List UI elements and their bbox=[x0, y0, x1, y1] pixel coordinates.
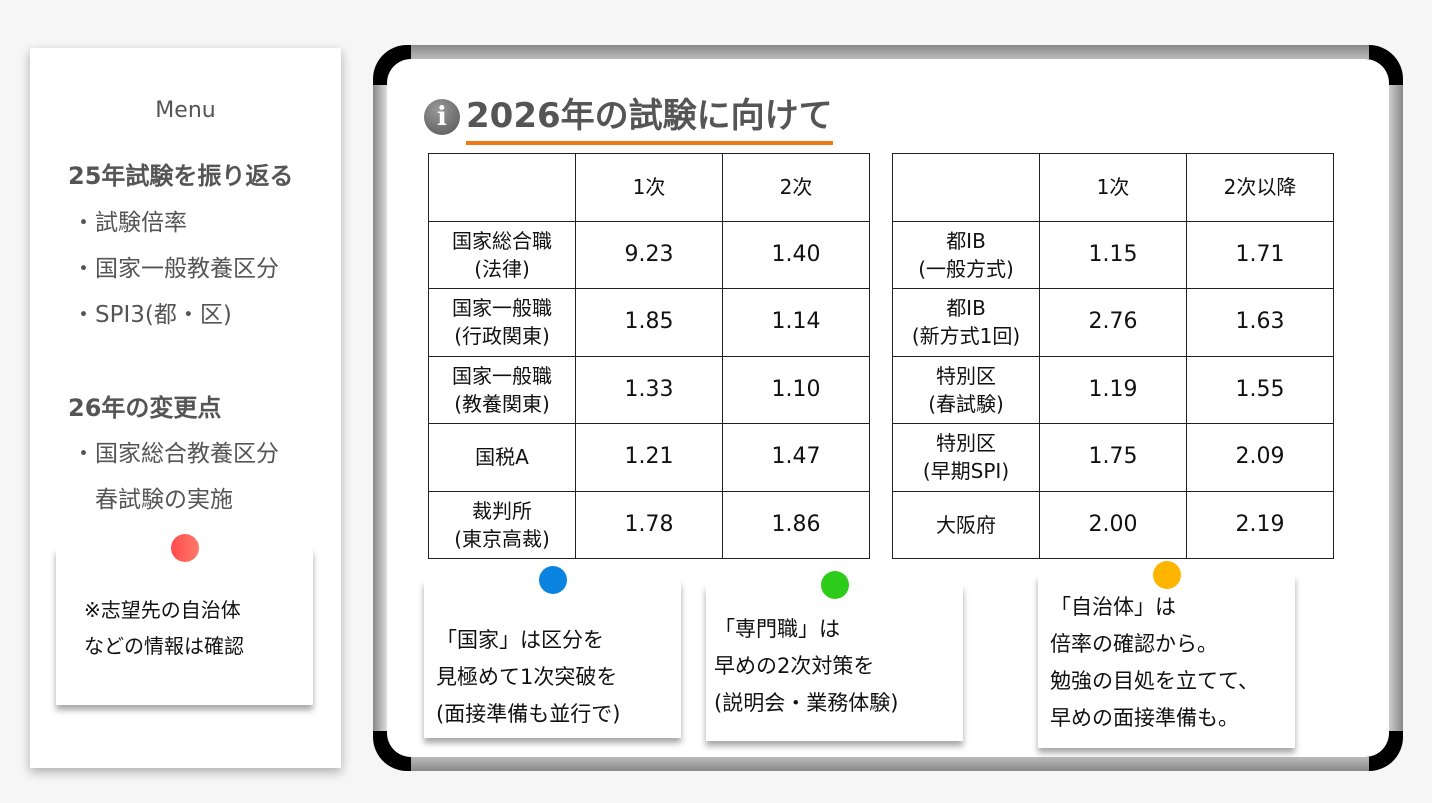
pin-icon bbox=[538, 566, 567, 594]
column-header: 2次 bbox=[722, 153, 870, 222]
note-line: 「自治体」は bbox=[1050, 595, 1176, 619]
note-line: 「専門職」は bbox=[714, 617, 840, 641]
note-line: 勉強の目処を立てて、 bbox=[1050, 669, 1259, 693]
column-header: 2次以降 bbox=[1186, 153, 1334, 222]
row-name: 都IB (一般方式) bbox=[892, 220, 1040, 289]
menu-item[interactable]: ・国家一般教養区分 bbox=[72, 256, 279, 282]
menu-item[interactable]: ・国家総合教養区分 bbox=[72, 441, 279, 467]
ratio-cell: 1.78 bbox=[575, 490, 723, 559]
column-header: 1次 bbox=[575, 153, 723, 222]
column-header: 1次 bbox=[1039, 153, 1187, 222]
page-title: i 2026年の試験に向けて bbox=[424, 88, 833, 145]
ratio-cell: 1.47 bbox=[722, 423, 870, 492]
ratio-cell: 1.10 bbox=[722, 355, 870, 424]
note-line: 早めの面接準備も。 bbox=[1050, 706, 1239, 730]
ratio-cell: 2.19 bbox=[1186, 490, 1334, 559]
section-title-changes[interactable]: 26年の変更点 bbox=[68, 394, 222, 422]
row-name: 特別区 (早期SPI) bbox=[892, 423, 1040, 492]
row-name: 国家一般職 (行政関東) bbox=[428, 288, 576, 357]
ratio-cell: 1.75 bbox=[1039, 423, 1187, 492]
ratio-cell: 1.86 bbox=[722, 490, 870, 559]
national-exam-table: 1次 2次 国家総合職 (法律) 9.23 1.40 国家一般職 (行政関東) 1.85 1.… bbox=[428, 153, 870, 559]
note-line: 早めの2次対策を bbox=[714, 654, 875, 678]
ratio-cell: 1.14 bbox=[722, 288, 870, 357]
column-header bbox=[428, 153, 576, 222]
title-text: 2026年の試験に向けて bbox=[466, 88, 833, 145]
note-line: ※志望先の自治体 bbox=[84, 598, 241, 622]
local-exam-table: 1次 2次以降 都IB (一般方式) 1.15 1.71 都IB (新方式1回) 2.76 1… bbox=[892, 153, 1334, 559]
ratio-cell: 1.15 bbox=[1039, 220, 1187, 289]
ratio-cell: 1.33 bbox=[575, 355, 723, 424]
table-row: 都IB (新方式1回) 2.76 1.63 bbox=[892, 288, 1334, 357]
row-name: 裁判所 (東京高裁) bbox=[428, 490, 576, 559]
sticky-note: 「国家」は区分を 見極めて1次突破を (面接準備も並行で) bbox=[424, 566, 681, 738]
note-line: (面接準備も並行で) bbox=[436, 702, 621, 726]
table-row: 裁判所 (東京高裁) 1.78 1.86 bbox=[428, 490, 870, 559]
sidebar-sticky-note: ※志望先の自治体 などの情報は確認 bbox=[56, 534, 313, 705]
row-name: 国家総合職 (法律) bbox=[428, 220, 576, 289]
note-line: 「国家」は区分を bbox=[436, 628, 604, 652]
table-row: 特別区 (春試験) 1.19 1.55 bbox=[892, 355, 1334, 424]
row-name: 国家一般職 (教養関東) bbox=[428, 355, 576, 424]
note-line: 倍率の確認から。 bbox=[1050, 632, 1218, 656]
ratio-cell: 2.76 bbox=[1039, 288, 1187, 357]
sticky-note: 「自治体」は倍率の確認から。勉強の目処を立てて、 早めの面接準備も。 bbox=[1038, 561, 1295, 748]
menu-item[interactable]: 春試験の実施 bbox=[72, 487, 233, 513]
table-row: 国家一般職 (行政関東) 1.85 1.14 bbox=[428, 288, 870, 357]
note-line: 見極めて1次突破を bbox=[436, 665, 618, 689]
table-row: 大阪府 2.00 2.19 bbox=[892, 490, 1334, 559]
ratio-cell: 2.09 bbox=[1186, 423, 1334, 492]
menu-item[interactable]: ・SPI3(都・区) bbox=[72, 302, 232, 328]
note-line: (説明会・業務体験) bbox=[714, 691, 899, 715]
table-row: 国家一般職 (教養関東) 1.33 1.10 bbox=[428, 355, 870, 424]
pin-icon bbox=[820, 571, 849, 599]
ratio-cell: 1.19 bbox=[1039, 355, 1187, 424]
row-name: 都IB (新方式1回) bbox=[892, 288, 1040, 357]
row-name: 国税A bbox=[428, 423, 576, 492]
column-header bbox=[892, 153, 1040, 222]
row-name: 大阪府 bbox=[892, 490, 1040, 559]
ratio-cell: 1.40 bbox=[722, 220, 870, 289]
ratio-cell: 2.00 bbox=[1039, 490, 1187, 559]
note-line: などの情報は確認 bbox=[84, 634, 244, 658]
info-icon: i bbox=[424, 98, 460, 135]
pin-icon bbox=[1152, 561, 1181, 589]
ratio-cell: 1.55 bbox=[1186, 355, 1334, 424]
section-title-review[interactable]: 25年試験を振り返る bbox=[68, 162, 294, 190]
ratio-cell: 1.21 bbox=[575, 423, 723, 492]
ratio-cell: 1.63 bbox=[1186, 288, 1334, 357]
pin-icon bbox=[170, 534, 199, 562]
ratio-cell: 1.85 bbox=[575, 288, 723, 357]
sticky-note: 「専門職」は早めの2次対策を (説明会・業務体験) bbox=[706, 571, 963, 741]
ratio-cell: 9.23 bbox=[575, 220, 723, 289]
table-row: 国家総合職 (法律) 9.23 1.40 bbox=[428, 220, 870, 289]
table-row: 国税A 1.21 1.47 bbox=[428, 423, 870, 492]
ratio-cell: 1.71 bbox=[1186, 220, 1334, 289]
menu-item[interactable]: ・試験倍率 bbox=[72, 210, 187, 236]
row-name: 特別区 (春試験) bbox=[892, 355, 1040, 424]
menu-label: Menu bbox=[155, 98, 216, 123]
table-row: 都IB (一般方式) 1.15 1.71 bbox=[892, 220, 1334, 289]
table-row: 特別区 (早期SPI) 1.75 2.09 bbox=[892, 423, 1334, 492]
